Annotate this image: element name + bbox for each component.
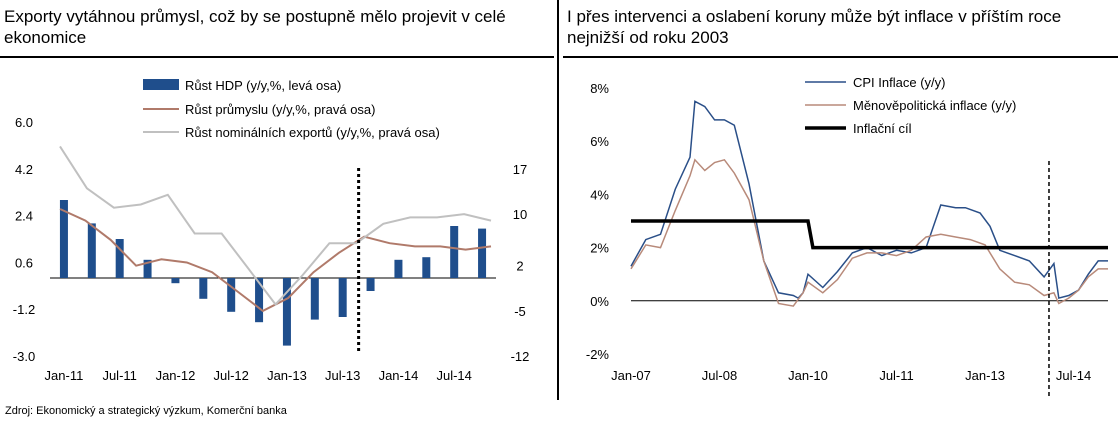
x-tick-label: Jul-14 (1056, 368, 1091, 383)
gdp-bar (282, 278, 291, 346)
y-left-tick-label: 6.0 (15, 115, 33, 130)
y-tick-label: 8% (590, 81, 609, 96)
gdp-bar (255, 278, 264, 323)
gdp-bar (394, 259, 403, 278)
left-chart-title: Exporty vytáhnou průmysl, což by se post… (4, 7, 506, 47)
left-title-rule (0, 56, 554, 58)
x-tick-label: Jan-07 (611, 368, 651, 383)
legend-label: CPI Inflace (y/y) (853, 75, 945, 90)
x-tick-label: Jan-14 (379, 368, 419, 383)
gdp-bar (171, 278, 180, 284)
x-tick-label: Jan-10 (788, 368, 828, 383)
y-tick-label: 4% (590, 187, 609, 202)
gdp-bar (310, 278, 319, 320)
x-tick-label: Jul-08 (702, 368, 737, 383)
legend-label: Měnověpolitická inflace (y/y) (853, 98, 1016, 113)
monetary-inflation-line (630, 158, 1108, 307)
gdp-bar (338, 278, 347, 317)
gdp-bar (87, 223, 96, 278)
y-left-tick-label: 0.6 (15, 255, 33, 270)
legend-label: Růst HDP (y/y,%, levá osa) (185, 78, 341, 93)
x-tick-label: Jan-13 (965, 368, 1005, 383)
y-tick-label: 0% (590, 294, 609, 309)
gdp-bar (450, 226, 459, 278)
left-chart-panel: Exporty vytáhnou průmysl, což by se post… (0, 0, 554, 400)
inflation-target-line (631, 219, 1108, 250)
y-left-tick-label: 2.4 (15, 209, 33, 224)
right-chart-panel: I přes intervenci a oslabení koruny může… (563, 0, 1118, 400)
y-tick-label: 2% (590, 241, 609, 256)
y-left-tick-label: 4.2 (15, 162, 33, 177)
exports-growth-line (59, 145, 492, 306)
right-chart-title: I přes intervenci a oslabení koruny může… (567, 7, 1062, 47)
left-chart: 6.0 4.2 2.4 0.6 -1.2 -3.0 17 10 2 -5 -12 Jan-11 Jul-… (13, 78, 530, 383)
y-right-tick-label: -5 (514, 304, 526, 319)
x-tick-label: Jan-11 (45, 368, 84, 383)
gdp-bar (59, 200, 68, 278)
x-tick-label: Jul-14 (436, 368, 471, 383)
y-left-tick-label: -1.2 (13, 302, 35, 317)
y-right-tick-label: -12 (511, 349, 530, 364)
gdp-bar (199, 278, 208, 299)
right-title-rule (563, 56, 1118, 58)
gdp-bar (115, 239, 124, 278)
y-tick-label: 6% (590, 134, 609, 149)
y-left-tick-label: -3.0 (13, 349, 35, 364)
x-tick-label: Jul-13 (325, 368, 360, 383)
x-tick-label: Jan-13 (267, 368, 307, 383)
legend-label: Růst nominálních exportů (y/y,%, pravá o… (185, 125, 440, 140)
right-chart: 8% 6% 4% 2% 0% -2%Jan-07 Jul-08 Jan-10 Jul-11 Jan… (586, 75, 1108, 398)
legend-label: Inflační cíl (853, 121, 912, 136)
gdp-bar (366, 278, 375, 291)
x-tick-label: Jan-12 (156, 368, 196, 383)
gdp-bar (227, 278, 236, 312)
x-tick-label: Jul-11 (879, 368, 913, 383)
y-tick-label: -2% (586, 347, 610, 362)
source-note: Zdroj: Ekonomický a strategický výzkum, … (5, 405, 287, 417)
x-tick-label: Jul-11 (102, 368, 136, 383)
legend-swatch-gdp (143, 79, 179, 90)
panel-divider (557, 0, 559, 400)
y-right-tick-label: 2 (516, 259, 523, 274)
gdp-bar (478, 228, 487, 278)
y-right-tick-label: 17 (513, 162, 527, 177)
gdp-bar (143, 259, 152, 278)
legend-label: Růst průmyslu (y/y,%, pravá osa) (185, 102, 375, 117)
y-right-tick-label: 10 (513, 207, 527, 222)
x-tick-label: Jul-12 (213, 368, 248, 383)
gdp-bar (422, 257, 431, 278)
